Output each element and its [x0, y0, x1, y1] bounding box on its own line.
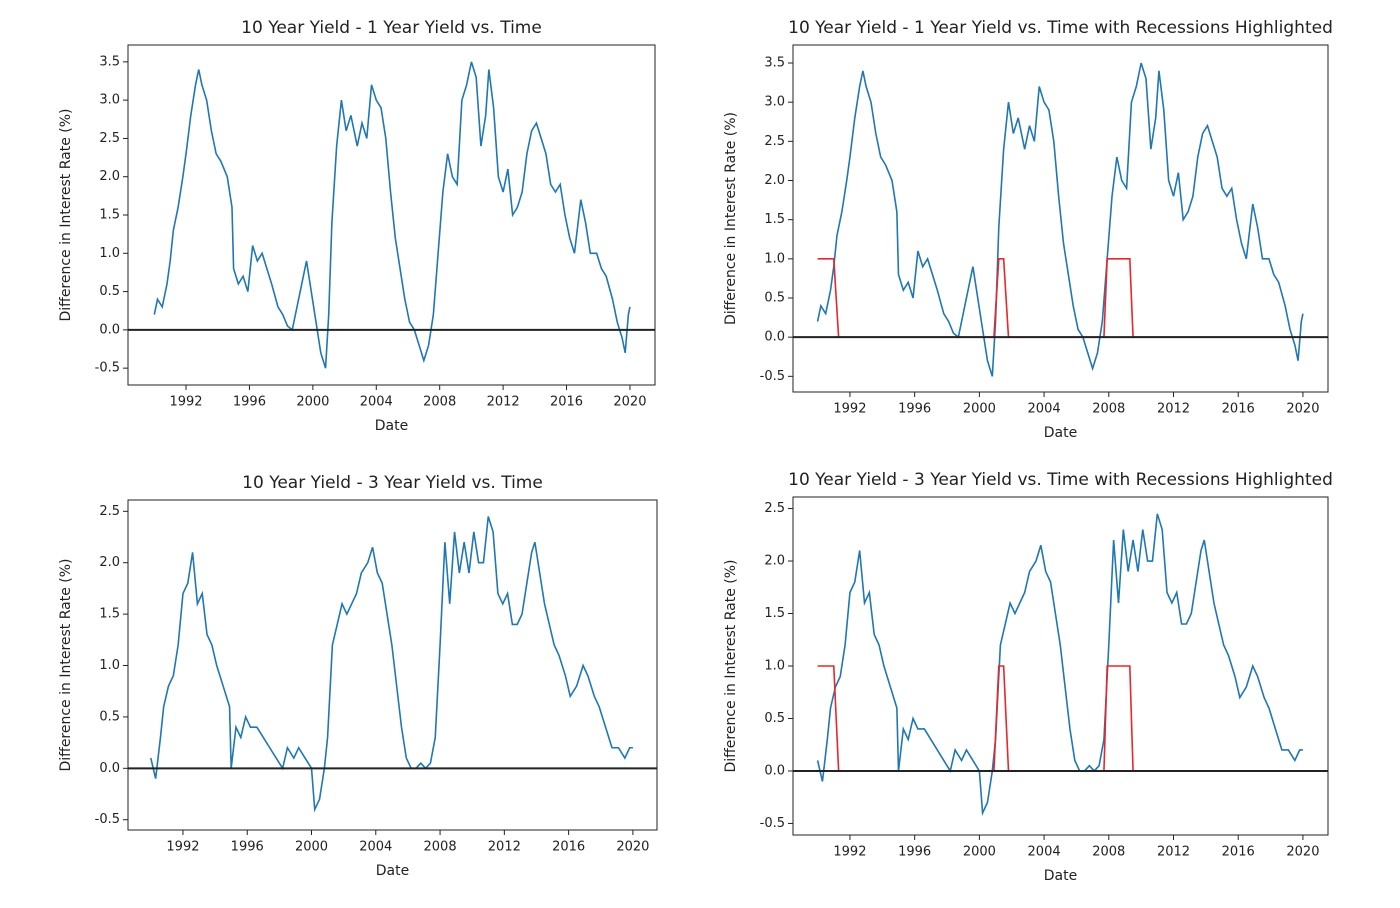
- x-tick-label: 2004: [1028, 402, 1061, 417]
- y-tick-label: 0.5: [99, 709, 120, 724]
- y-tick-label: 1.5: [764, 606, 785, 621]
- x-tick-label: 2016: [1222, 402, 1255, 417]
- x-tick-label: 2020: [616, 840, 649, 855]
- y-axis-label: Difference in Interest Rate (%): [723, 559, 739, 772]
- y-tick-label: 1.5: [99, 208, 120, 223]
- y-tick-label: -0.5: [95, 812, 120, 827]
- x-axis-label: Date: [376, 863, 409, 879]
- subplot: 10 Year Yield - 1 Year Yield vs. Time Dat…: [58, 18, 656, 434]
- axes-frame: [792, 44, 1329, 393]
- y-tick-label: 2.5: [99, 504, 120, 519]
- y-axis-label: Difference in Interest Rate (%): [58, 108, 74, 321]
- x-tick-label: 2000: [963, 845, 996, 860]
- y-tick-label: 0.5: [99, 284, 120, 299]
- series-line: [817, 258, 1300, 338]
- y-tick-label: 2.5: [99, 131, 120, 146]
- y-tick-label: 0.0: [764, 330, 785, 345]
- axes-frame: [127, 44, 656, 386]
- y-axis-label: Difference in Interest Rate (%): [58, 558, 74, 771]
- x-tick-label: 2012: [488, 840, 521, 855]
- subplot: 10 Year Yield - 3 Year Yield vs. Time wi…: [723, 470, 1333, 884]
- x-tick-label: 1992: [833, 845, 866, 860]
- x-tick-label: 2020: [613, 395, 646, 410]
- x-axis-label: Date: [1044, 425, 1077, 441]
- plot-area: [816, 513, 1303, 817]
- y-tick-label: 2.0: [99, 169, 120, 184]
- x-tick-label: 2008: [1092, 845, 1125, 860]
- y-tick-label: 0.5: [764, 291, 785, 306]
- y-tick-label: 1.0: [764, 251, 785, 266]
- y-axis-label: Difference in Interest Rate (%): [723, 112, 739, 325]
- x-tick-label: 2008: [1092, 402, 1125, 417]
- subplot: 10 Year Yield - 1 Year Yield vs. Time wi…: [723, 18, 1333, 441]
- x-tick-label: 1992: [166, 840, 199, 855]
- x-tick-label: 1992: [169, 395, 202, 410]
- x-tick-label: 2012: [487, 395, 520, 410]
- x-tick-label: 2004: [360, 395, 393, 410]
- y-tick-label: 2.5: [764, 134, 785, 149]
- series-line: [817, 665, 1292, 772]
- y-tick-label: 0.0: [764, 763, 785, 778]
- x-tick-label: 2016: [550, 395, 583, 410]
- x-tick-label: 1996: [898, 845, 931, 860]
- x-tick-label: 2016: [1222, 845, 1255, 860]
- y-tick-label: -0.5: [95, 361, 120, 376]
- y-tick-label: 3.0: [764, 95, 785, 110]
- series-line: [153, 61, 631, 369]
- series-line: [816, 62, 1304, 377]
- x-tick-label: 1996: [898, 402, 931, 417]
- x-tick-label: 1996: [231, 840, 264, 855]
- axes-frame: [792, 496, 1329, 836]
- plot-area: [816, 62, 1304, 377]
- x-tick-label: 2004: [359, 840, 392, 855]
- y-tick-label: -0.5: [760, 816, 785, 831]
- y-tick-label: 3.0: [99, 93, 120, 108]
- y-tick-label: 1.5: [99, 607, 120, 622]
- chart-title: 10 Year Yield - 1 Year Yield vs. Time wi…: [788, 18, 1333, 38]
- x-tick-label: 2000: [295, 840, 328, 855]
- y-tick-label: 1.0: [99, 246, 120, 261]
- axes-frame: [127, 499, 658, 831]
- y-tick-label: 2.0: [764, 173, 785, 188]
- x-tick-label: 2020: [1286, 845, 1319, 860]
- chart-title: 10 Year Yield - 1 Year Yield vs. Time: [241, 18, 542, 38]
- plot-area: [150, 516, 633, 813]
- x-tick-label: 2004: [1028, 845, 1061, 860]
- y-tick-label: 2.0: [99, 555, 120, 570]
- y-tick-label: 1.0: [764, 659, 785, 674]
- x-tick-label: 1996: [233, 395, 266, 410]
- chart-title: 10 Year Yield - 3 Year Yield vs. Time wi…: [788, 470, 1333, 490]
- y-tick-label: 0.0: [99, 322, 120, 337]
- y-tick-label: 0.5: [764, 711, 785, 726]
- x-tick-label: 2000: [296, 395, 329, 410]
- x-tick-label: 2008: [423, 395, 456, 410]
- chart-title: 10 Year Yield - 3 Year Yield vs. Time: [242, 473, 543, 493]
- y-tick-label: 3.5: [764, 56, 785, 71]
- y-tick-label: -0.5: [760, 369, 785, 384]
- y-tick-label: 2.0: [764, 554, 785, 569]
- x-tick-label: 2016: [552, 840, 585, 855]
- x-axis-label: Date: [375, 418, 408, 434]
- y-tick-label: 1.0: [99, 658, 120, 673]
- y-tick-label: 0.0: [99, 761, 120, 776]
- x-tick-label: 2020: [1286, 402, 1319, 417]
- series-line: [150, 516, 633, 813]
- x-tick-label: 1992: [833, 402, 866, 417]
- x-axis-label: Date: [1044, 868, 1077, 884]
- x-tick-label: 2000: [963, 402, 996, 417]
- x-tick-label: 2008: [424, 840, 457, 855]
- x-tick-label: 2012: [1157, 845, 1190, 860]
- subplot: 10 Year Yield - 3 Year Yield vs. Time Dat…: [58, 473, 658, 879]
- series-line: [816, 513, 1303, 817]
- y-tick-label: 2.5: [764, 501, 785, 516]
- plot-area: [153, 61, 631, 369]
- x-tick-label: 2012: [1157, 402, 1190, 417]
- y-tick-label: 1.5: [764, 212, 785, 227]
- y-tick-label: 3.5: [99, 54, 120, 69]
